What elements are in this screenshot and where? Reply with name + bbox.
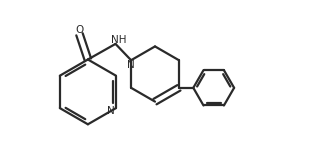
Text: O: O xyxy=(75,25,84,35)
Text: N: N xyxy=(127,60,135,70)
Text: NH: NH xyxy=(111,35,126,45)
Text: N: N xyxy=(107,106,114,115)
